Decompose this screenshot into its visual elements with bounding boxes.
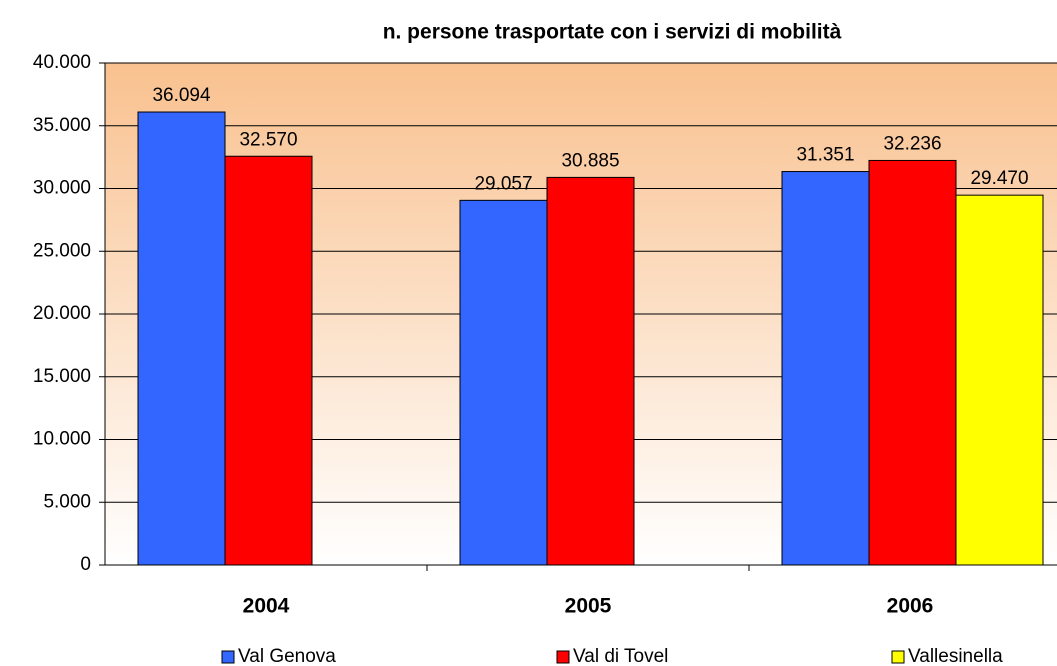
legend-label: Vallesinella [908,646,1003,666]
value-label: 32.570 [239,129,297,150]
legend-label: Val Genova [238,646,336,666]
y-tick-label: 0 [80,554,91,575]
legend-label: Val di Tovel [573,646,668,666]
y-tick-label: 20.000 [33,303,91,324]
bar [459,199,548,566]
value-label: 30.885 [561,150,619,171]
legend-swatch [891,650,905,664]
value-label: 31.351 [796,145,854,166]
y-tick-label: 10.000 [33,429,91,450]
y-tick-label: 35.000 [33,115,91,136]
y-tick-label: 40.000 [33,52,91,73]
value-label: 36.094 [152,85,211,106]
value-label: 29.470 [970,168,1028,189]
value-label: 32.236 [883,133,941,154]
x-tick-label: 2006 [887,595,934,618]
bar [868,159,957,566]
x-tick-label: 2004 [243,595,290,618]
x-tick-label: 2005 [565,595,612,618]
bar [137,111,226,566]
bar [224,155,313,566]
y-tick-label: 15.000 [33,366,91,387]
y-tick-label: 25.000 [33,240,91,261]
legend-swatch [221,650,235,664]
bar [546,176,635,566]
chart-title: n. persone trasportate con i servizi di … [383,21,842,44]
y-tick-label: 30.000 [33,178,91,199]
y-tick-label: 5.000 [43,491,91,512]
legend-swatch [556,650,570,664]
bar [781,171,870,566]
value-label: 29.057 [474,173,532,194]
bar [955,194,1044,566]
